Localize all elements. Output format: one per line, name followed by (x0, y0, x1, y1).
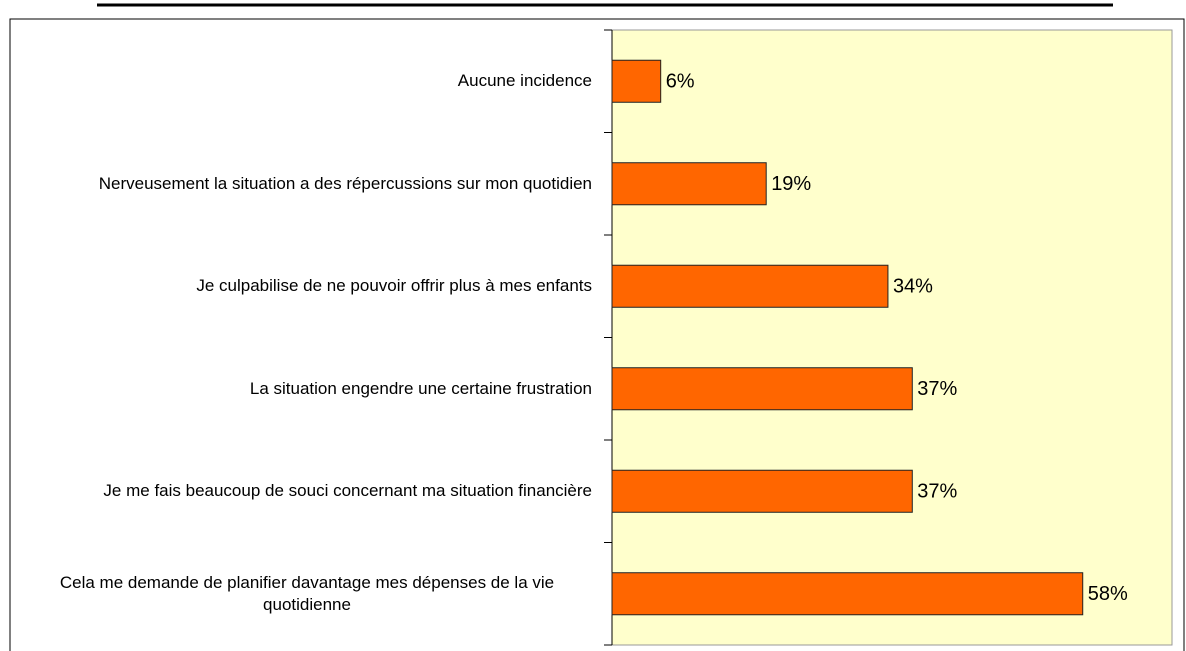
plot-area (611, 29, 1173, 646)
data-label: 34% (893, 276, 933, 298)
category-text: Cela me demande de planifier davantage m… (59, 572, 555, 614)
data-label: 58% (1088, 583, 1128, 605)
data-label: 37% (917, 378, 957, 400)
category-text: Aucune incidence (457, 71, 592, 91)
bar (611, 264, 889, 308)
data-label: 19% (771, 173, 811, 195)
category-label: Je culpabilise de ne pouvoir offrir plus… (20, 235, 592, 338)
bar (611, 572, 1084, 616)
category-text: Je culpabilise de ne pouvoir offrir plus… (196, 276, 592, 296)
category-label: Cela me demande de planifier davantage m… (20, 543, 592, 646)
category-label: Je me fais beaucoup de souci concernant … (20, 440, 592, 543)
category-text: La situation engendre une certaine frust… (249, 378, 592, 398)
data-label: 37% (917, 481, 957, 503)
data-label: 6% (666, 71, 695, 93)
frame (9, 18, 1185, 651)
bar (611, 469, 913, 513)
bar (611, 59, 662, 103)
category-label: Nerveusement la situation a des répercus… (20, 133, 592, 236)
bar (611, 367, 913, 411)
category-text: Nerveusement la situation a des répercus… (98, 173, 592, 193)
category-label: Aucune incidence (20, 30, 592, 133)
category-label: La situation engendre une certaine frust… (20, 338, 592, 441)
bar (611, 162, 767, 206)
category-text: Je me fais beaucoup de souci concernant … (103, 481, 592, 501)
